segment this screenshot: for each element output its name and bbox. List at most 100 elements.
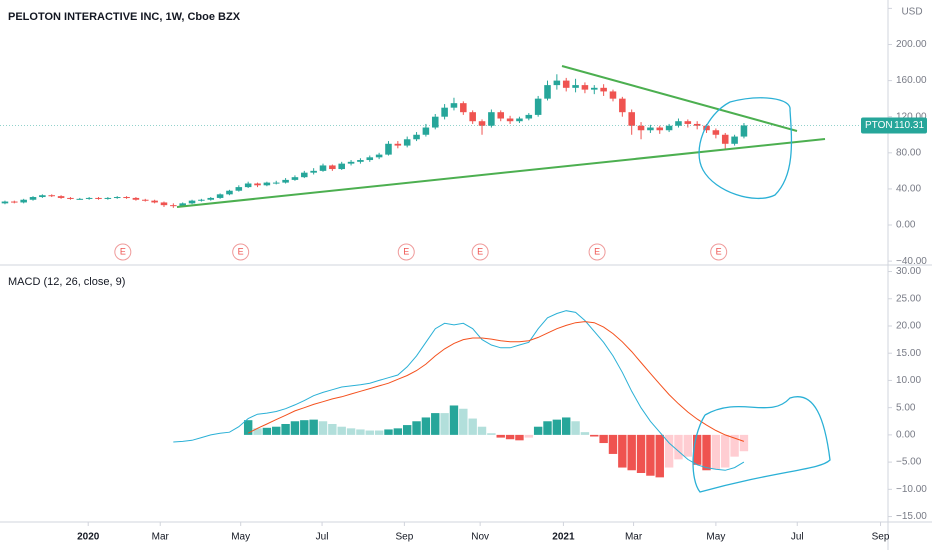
candle-body: [506, 118, 514, 122]
histogram-bar: [711, 434, 721, 470]
histogram-bar: [243, 420, 253, 435]
x-tick-label: Nov: [471, 532, 489, 543]
histogram-bar: [599, 434, 608, 444]
y-tick-label: 0.00: [896, 430, 916, 441]
last-price-symbol: PTON: [865, 120, 893, 131]
signal-line: [247, 321, 745, 442]
candle-body: [665, 125, 673, 131]
earnings-label: E: [403, 246, 409, 256]
histogram-bar: [318, 421, 328, 435]
candle-body: [57, 196, 65, 198]
candle-body: [656, 127, 664, 131]
candle-body: [431, 116, 439, 128]
y-tick-label: −40.00: [896, 256, 927, 267]
earnings-label: E: [120, 246, 126, 256]
histogram-bar: [515, 434, 524, 441]
candle-body: [151, 200, 158, 203]
histogram-bar: [468, 418, 477, 435]
y-tick-label: −5.00: [896, 457, 922, 468]
candle-body: [160, 202, 168, 206]
candle-body: [740, 125, 748, 137]
y-tick-label: 20.00: [896, 321, 921, 332]
candle-body: [721, 134, 729, 144]
histogram-bar: [646, 434, 655, 476]
macd-line: [173, 310, 745, 471]
candle-body: [198, 199, 205, 201]
histogram-bar: [449, 405, 459, 435]
candle-body: [385, 143, 392, 155]
resistance-trendline: [561, 65, 798, 132]
candle-body: [516, 118, 523, 122]
histogram-bar: [571, 421, 580, 435]
histogram-bar: [636, 434, 646, 473]
histogram-bar: [346, 428, 356, 435]
candle-body: [375, 154, 383, 158]
histogram-bar: [692, 434, 702, 465]
candle-body: [254, 183, 261, 186]
histogram-bar: [477, 426, 487, 435]
x-tick-label: Jul: [791, 532, 804, 543]
candle-body: [347, 161, 355, 164]
earnings-marker: [471, 243, 489, 261]
candle-body: [357, 160, 364, 162]
y-tick-label: 40.00: [896, 184, 921, 195]
earnings-label: E: [594, 246, 600, 256]
histogram-bar: [655, 434, 664, 478]
y-tick-label: 5.00: [896, 402, 916, 413]
y-tick-label: 25.00: [896, 293, 921, 304]
candle-body: [272, 182, 280, 184]
histogram-bar: [627, 434, 636, 471]
support-trendline: [176, 138, 826, 208]
earnings-label: E: [716, 246, 722, 256]
y-tick-label: 10.00: [896, 375, 921, 386]
x-tick-label: 2021: [552, 532, 575, 543]
x-tick-label: Mar: [152, 532, 170, 543]
candle-body: [366, 157, 374, 161]
earnings-marker: [710, 243, 728, 261]
candle-body: [647, 127, 654, 131]
candle-body: [712, 130, 720, 135]
candle-body: [67, 197, 74, 199]
candle-body: [693, 123, 701, 126]
histogram-bar: [421, 417, 431, 435]
candle-body: [310, 170, 317, 173]
candle-body: [282, 179, 289, 183]
candle-body: [488, 112, 495, 126]
candle-body: [581, 85, 589, 90]
histogram-bar: [309, 419, 318, 435]
earnings-label: E: [477, 246, 483, 256]
histogram-bar: [290, 421, 300, 435]
histogram-bar: [337, 426, 346, 435]
y-tick-label: −10.00: [896, 484, 927, 495]
candle-body: [403, 139, 411, 146]
histogram-bar: [496, 434, 505, 438]
candle-body: [235, 187, 243, 191]
histogram-bar: [590, 434, 599, 437]
histogram-bar: [459, 408, 468, 435]
candle-body: [207, 197, 215, 200]
candle-body: [301, 172, 308, 178]
histogram-bar: [393, 428, 403, 435]
candle-body: [1, 201, 9, 204]
candle-body: [319, 165, 327, 171]
x-tick-label: Jul: [316, 532, 329, 543]
histogram-bar: [487, 433, 496, 435]
candle-body: [76, 198, 84, 200]
candle-body: [85, 197, 93, 199]
y-tick-label: 15.00: [896, 348, 921, 359]
candle-body: [216, 194, 224, 198]
candle-body: [394, 143, 402, 146]
earnings-marker: [114, 243, 132, 261]
candle-body: [179, 203, 186, 207]
earnings-marker: [232, 243, 250, 261]
marks: 240.00200.00160.00120.0080.0040.000.00−4…: [0, 3, 927, 543]
histogram-bar: [384, 429, 393, 435]
histogram-bar: [533, 426, 543, 435]
currency: USD: [901, 7, 922, 18]
histogram-bar: [262, 427, 272, 435]
y-tick-label: 200.00: [896, 39, 927, 50]
candle-body: [525, 114, 533, 119]
histogram-bar: [739, 434, 749, 452]
histogram-bar: [328, 423, 337, 435]
